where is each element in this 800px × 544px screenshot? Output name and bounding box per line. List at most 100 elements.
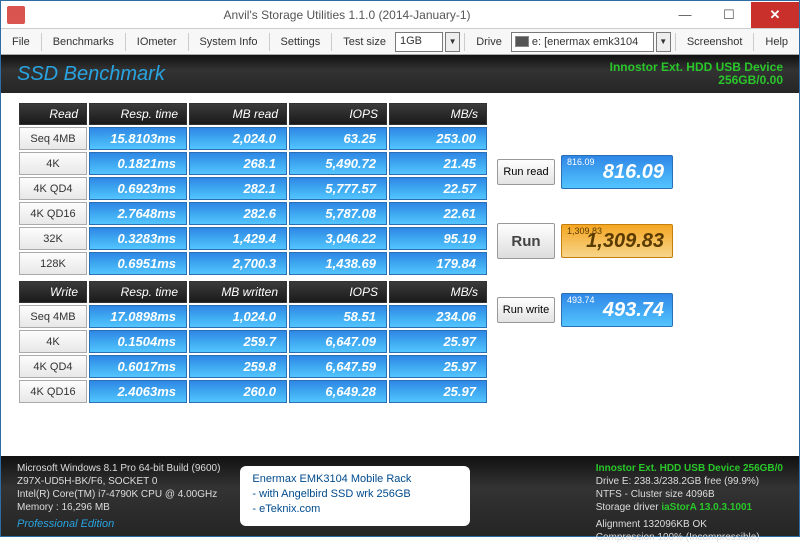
drive-value: e: [enermax emk3104	[532, 36, 638, 48]
column-header: Resp. time	[89, 103, 187, 125]
window-controls: — ☐ ✕	[663, 2, 799, 28]
close-button[interactable]: ✕	[751, 2, 799, 28]
row-label: 4K QD16	[19, 202, 87, 225]
test-size-label: Test size	[336, 33, 393, 51]
app-window: Anvil's Storage Utilities 1.1.0 (2014-Ja…	[0, 0, 800, 537]
cell-value: 1,438.69	[289, 252, 387, 275]
cell-value: 5,490.72	[289, 152, 387, 175]
footer-driver: Storage driver iaStorA 13.0.3.1001	[596, 501, 783, 514]
column-header: IOPS	[289, 103, 387, 125]
table-row: 32K0.3283ms1,429.43,046.2295.19	[19, 227, 487, 250]
cell-value: 0.1504ms	[89, 330, 187, 353]
cell-value: 282.6	[189, 202, 287, 225]
run-write-button[interactable]: Run write	[497, 297, 555, 323]
cell-value: 25.97	[389, 380, 487, 403]
table-row: 4K0.1504ms259.76,647.0925.97	[19, 330, 487, 353]
cell-value: 6,649.28	[289, 380, 387, 403]
cell-value: 17.0898ms	[89, 305, 187, 328]
cell-value: 5,787.08	[289, 202, 387, 225]
cell-value: 3,046.22	[289, 227, 387, 250]
menu-benchmarks[interactable]: Benchmarks	[46, 33, 121, 51]
column-header: MB/s	[389, 103, 487, 125]
cell-value: 6,647.09	[289, 330, 387, 353]
footer-alignment: Alignment 132096KB OK	[596, 518, 783, 531]
drive-icon	[515, 36, 529, 47]
page-title: SSD Benchmark	[17, 63, 165, 86]
window-title: Anvil's Storage Utilities 1.1.0 (2014-Ja…	[31, 8, 663, 22]
column-header: Resp. time	[89, 281, 187, 303]
minimize-button[interactable]: —	[663, 2, 707, 28]
menu-help[interactable]: Help	[758, 33, 795, 51]
cell-value: 259.7	[189, 330, 287, 353]
device-capacity: 256GB/0.00	[610, 74, 783, 87]
cell-value: 6,647.59	[289, 355, 387, 378]
menubar: File Benchmarks IOmeter System Info Sett…	[1, 29, 799, 55]
menu-settings[interactable]: Settings	[274, 33, 328, 51]
read-score-row: Run read 816.09 816.09	[497, 155, 787, 189]
footer-notes[interactable]: Enermax EMK3104 Mobile Rack - with Angel…	[240, 466, 470, 526]
write-score-small: 493.74	[567, 295, 595, 305]
cell-value: 58.51	[289, 305, 387, 328]
drive-label: Drive	[469, 33, 509, 51]
run-read-button[interactable]: Run read	[497, 159, 555, 185]
cell-value: 2,700.3	[189, 252, 287, 275]
maximize-button[interactable]: ☐	[707, 2, 751, 28]
column-header: MB written	[189, 281, 287, 303]
cell-value: 15.8103ms	[89, 127, 187, 150]
test-size-select[interactable]: 1GB	[395, 32, 443, 52]
os-info: Microsoft Windows 8.1 Pro 64-bit Build (…	[17, 462, 220, 475]
footer-device: Innostor Ext. HDD USB Device 256GB/0	[596, 462, 783, 475]
total-score: 1,309.83 1,309.83	[561, 224, 673, 258]
write-table: WriteResp. timeMB writtenIOPSMB/s Seq 4M…	[17, 279, 489, 405]
footer-compression: Compression 100% (Incompressible)	[596, 531, 783, 544]
cell-value: 25.97	[389, 330, 487, 353]
total-score-row: Run 1,309.83 1,309.83	[497, 223, 787, 259]
column-header: MB read	[189, 103, 287, 125]
cell-value: 21.45	[389, 152, 487, 175]
drive-select[interactable]: e: [enermax emk3104	[511, 32, 654, 52]
note-line-2: - with Angelbird SSD wrk 256GB	[252, 487, 458, 502]
menu-system-info[interactable]: System Info	[192, 33, 264, 51]
cell-value: 260.0	[189, 380, 287, 403]
motherboard-info: Z97X-UD5H-BK/F6, SOCKET 0	[17, 475, 220, 488]
table-row: 4K0.1821ms268.15,490.7221.45	[19, 152, 487, 175]
run-button[interactable]: Run	[497, 223, 555, 259]
table-row: Seq 4MB17.0898ms1,024.058.51234.06	[19, 305, 487, 328]
column-header: Read	[19, 103, 87, 125]
cell-value: 5,777.57	[289, 177, 387, 200]
cell-value: 2.7648ms	[89, 202, 187, 225]
write-score-big: 493.74	[603, 299, 664, 321]
results-tables: ReadResp. timeMB readIOPSMB/s Seq 4MB15.…	[17, 101, 489, 405]
read-table: ReadResp. timeMB readIOPSMB/s Seq 4MB15.…	[17, 101, 489, 277]
menu-iometer[interactable]: IOmeter	[130, 33, 184, 51]
cell-value: 2,024.0	[189, 127, 287, 150]
table-row: 4K QD40.6017ms259.86,647.5925.97	[19, 355, 487, 378]
table-row: 128K0.6951ms2,700.31,438.69179.84	[19, 252, 487, 275]
row-label: 4K QD16	[19, 380, 87, 403]
device-info: Innostor Ext. HDD USB Device 256GB/0.00	[610, 61, 783, 87]
test-size-arrow-icon[interactable]: ▼	[445, 32, 460, 52]
footer-drive-free: Drive E: 238.3/238.2GB free (99.9%)	[596, 475, 783, 488]
row-label: 32K	[19, 227, 87, 250]
content-area: ReadResp. timeMB readIOPSMB/s Seq 4MB15.…	[1, 93, 799, 409]
cell-value: 179.84	[389, 252, 487, 275]
cpu-info: Intel(R) Core(TM) i7-4790K CPU @ 4.00GHz	[17, 488, 220, 501]
drive-info-footer: Innostor Ext. HDD USB Device 256GB/0 Dri…	[596, 462, 783, 530]
cell-value: 22.61	[389, 202, 487, 225]
titlebar: Anvil's Storage Utilities 1.1.0 (2014-Ja…	[1, 1, 799, 29]
table-row: 4K QD40.6923ms282.15,777.5722.57	[19, 177, 487, 200]
menu-screenshot[interactable]: Screenshot	[680, 33, 750, 51]
cell-value: 2.4063ms	[89, 380, 187, 403]
cell-value: 0.6017ms	[89, 355, 187, 378]
column-header: Write	[19, 281, 87, 303]
cell-value: 0.6951ms	[89, 252, 187, 275]
cell-value: 0.1821ms	[89, 152, 187, 175]
menu-file[interactable]: File	[5, 33, 37, 51]
table-row: Seq 4MB15.8103ms2,024.063.25253.00	[19, 127, 487, 150]
read-score-small: 816.09	[567, 157, 595, 167]
memory-info: Memory : 16,296 MB	[17, 501, 220, 514]
cell-value: 1,429.4	[189, 227, 287, 250]
cell-value: 253.00	[389, 127, 487, 150]
row-label: 4K	[19, 152, 87, 175]
drive-arrow-icon[interactable]: ▼	[656, 32, 671, 52]
